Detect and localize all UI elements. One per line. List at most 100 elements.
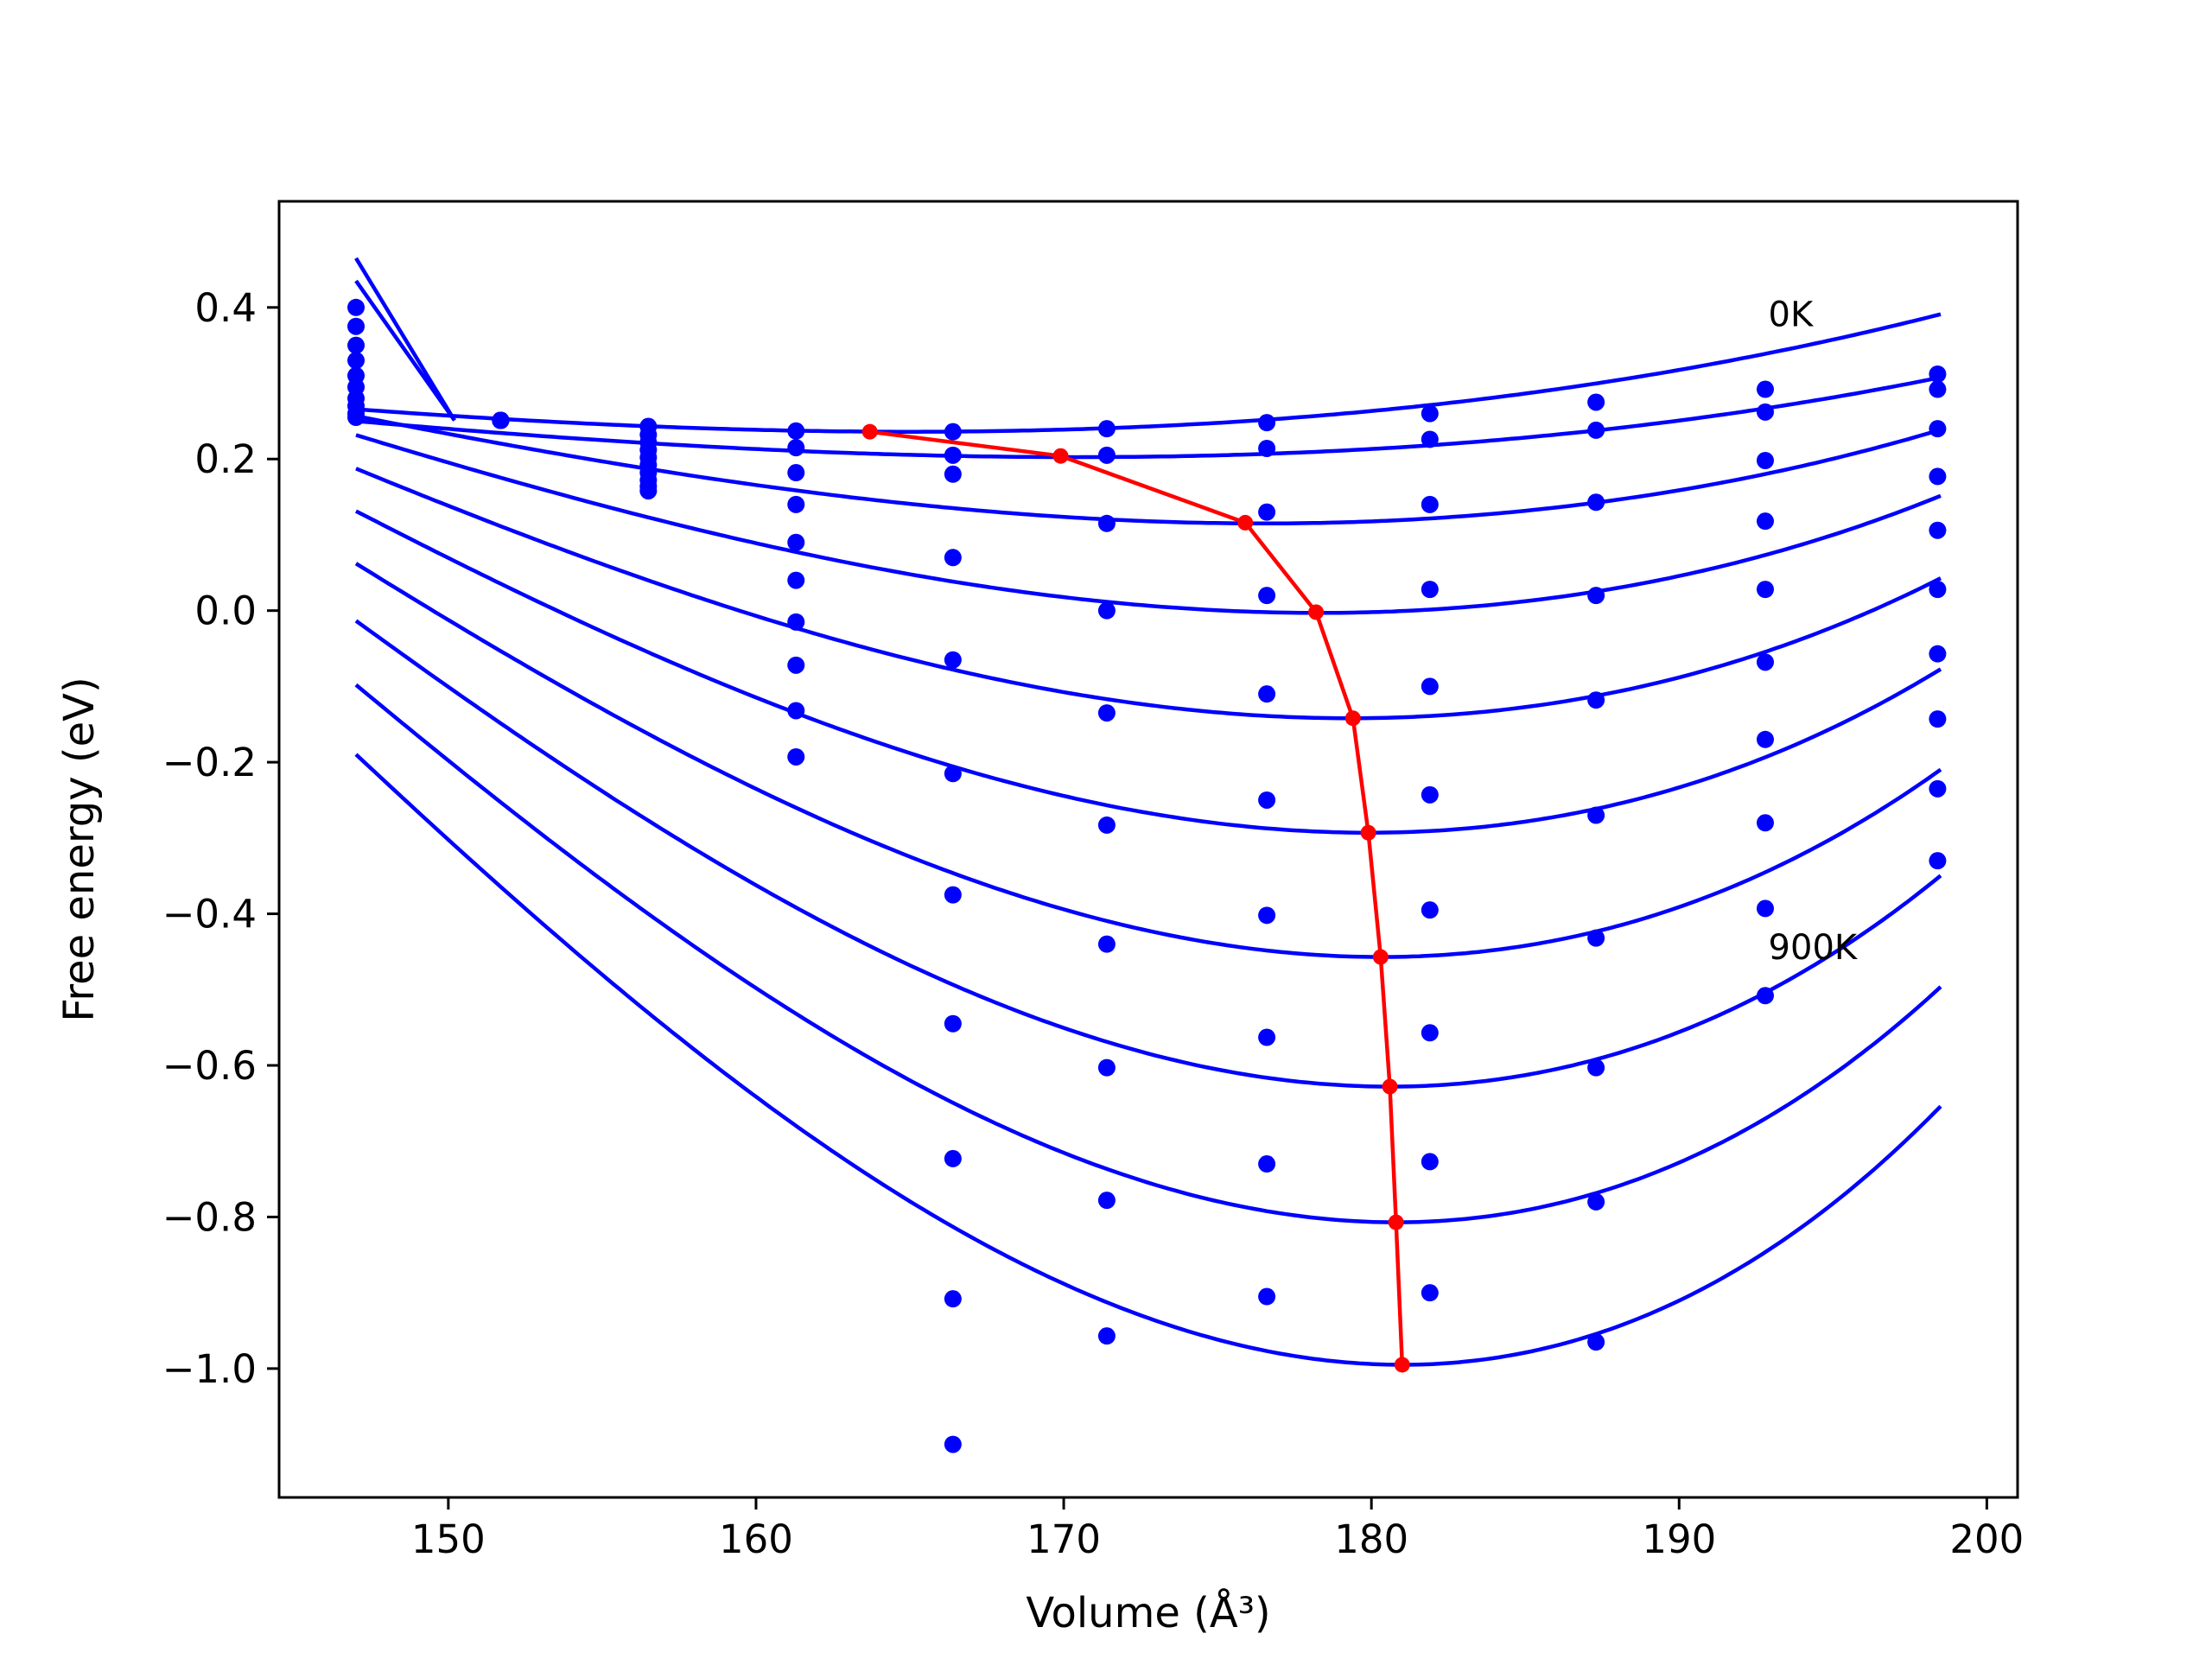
data-point: [1929, 467, 1947, 486]
data-point: [944, 1014, 962, 1033]
data-point: [1587, 806, 1605, 824]
data-point: [1258, 1155, 1276, 1173]
y-tick-label: −0.2: [162, 740, 257, 785]
minimum-point: [1394, 1357, 1410, 1373]
annotation-label: 900K: [1769, 928, 1859, 968]
data-point: [1421, 404, 1439, 423]
data-point: [1421, 901, 1439, 919]
data-point: [787, 439, 805, 457]
fit-curve-3: [355, 433, 1942, 615]
y-axis-ticks: 0.4 0.2 0.0 −0.2 −0.4 −0.6 −0.8 −1.0: [162, 285, 279, 1392]
data-point: [347, 336, 365, 354]
data-point: [347, 298, 365, 316]
minimum-point: [1308, 604, 1325, 620]
data-point: [944, 886, 962, 904]
data-point: [1929, 380, 1947, 398]
data-point: [1756, 987, 1774, 1005]
fit-curve-8: [354, 683, 1942, 1224]
x-axis-ticks: 150 160 170 180 190 200: [411, 1497, 2024, 1562]
minimum-point: [1360, 824, 1376, 841]
data-point: [1097, 1192, 1116, 1210]
data-point: [1756, 380, 1774, 398]
data-point: [1258, 685, 1276, 703]
y-tick-label: −0.8: [162, 1194, 257, 1240]
data-point: [1756, 403, 1774, 421]
data-point: [1097, 704, 1116, 722]
data-point: [787, 495, 805, 513]
data-point: [1756, 653, 1774, 671]
y-tick-label: 0.0: [194, 588, 257, 634]
data-point: [1421, 495, 1439, 513]
data-point: [944, 1149, 962, 1167]
data-point: [1929, 521, 1947, 539]
y-axis-label: Free energy (eV): [55, 677, 104, 1021]
data-point: [1421, 785, 1439, 804]
minimum-energy-line: [861, 423, 1410, 1373]
data-point: [787, 464, 805, 482]
data-point: [787, 702, 805, 720]
minimum-point: [1344, 710, 1361, 727]
data-point: [787, 571, 805, 589]
data-point: [1097, 1058, 1116, 1077]
fan-line-1: [354, 279, 456, 422]
data-point: [1097, 601, 1116, 620]
data-point: [1756, 512, 1774, 531]
data-point: [1097, 1327, 1116, 1345]
data-point: [944, 465, 962, 483]
data-point: [1929, 645, 1947, 663]
fit-curve-0: [355, 312, 1942, 434]
data-point: [1421, 1284, 1439, 1302]
y-tick-label: 0.4: [194, 285, 257, 331]
minimum-point: [1382, 1078, 1398, 1095]
data-point: [787, 422, 805, 440]
annotations: 0K 900K: [1769, 296, 1859, 968]
fit-curves: [354, 257, 1942, 1367]
fan-line-0: [354, 257, 456, 422]
data-point: [492, 411, 510, 429]
minimum-point: [1237, 514, 1254, 531]
minimum-point: [1372, 949, 1389, 965]
data-point: [1929, 581, 1947, 599]
data-point: [1258, 791, 1276, 809]
minimum-point: [861, 423, 878, 440]
data-point: [1587, 691, 1605, 709]
data-point: [1421, 581, 1439, 599]
data-point: [1258, 587, 1276, 605]
data-point: [347, 352, 365, 370]
x-tick-label: 190: [1642, 1516, 1716, 1562]
x-tick-label: 160: [719, 1516, 793, 1562]
data-point: [1421, 677, 1439, 696]
data-point: [1097, 420, 1116, 438]
plot-frame: [277, 200, 2019, 1499]
data-point: [787, 656, 805, 674]
data-point: [347, 366, 365, 385]
y-tick-label: 0.2: [194, 436, 257, 482]
data-point: [1756, 899, 1774, 918]
data-point: [1421, 1024, 1439, 1042]
data-point: [1587, 587, 1605, 605]
fit-curve-1: [355, 375, 1942, 460]
data-point: [1929, 779, 1947, 798]
data-point: [1929, 852, 1947, 870]
y-tick-label: −1.0: [162, 1346, 257, 1392]
data-point: [639, 482, 658, 500]
data-point: [1421, 1153, 1439, 1171]
data-point: [1587, 929, 1605, 947]
data-point: [787, 533, 805, 551]
annotation-label: 0K: [1769, 296, 1815, 335]
data-point: [1929, 365, 1947, 383]
data-point: [1258, 1028, 1276, 1046]
fit-curve-5: [354, 509, 1942, 835]
data-point: [1929, 710, 1947, 728]
fit-curve-6: [354, 562, 1942, 959]
data-point: [1097, 816, 1116, 834]
fit-curve-9: [354, 753, 1942, 1367]
data-point: [1258, 439, 1276, 457]
data-point: [944, 765, 962, 783]
data-point: [787, 747, 805, 766]
fit-curve-7: [354, 619, 1942, 1089]
data-point: [1097, 446, 1116, 464]
data-point: [1587, 1333, 1605, 1351]
minimum-point: [1052, 448, 1069, 464]
data-point: [347, 317, 365, 335]
